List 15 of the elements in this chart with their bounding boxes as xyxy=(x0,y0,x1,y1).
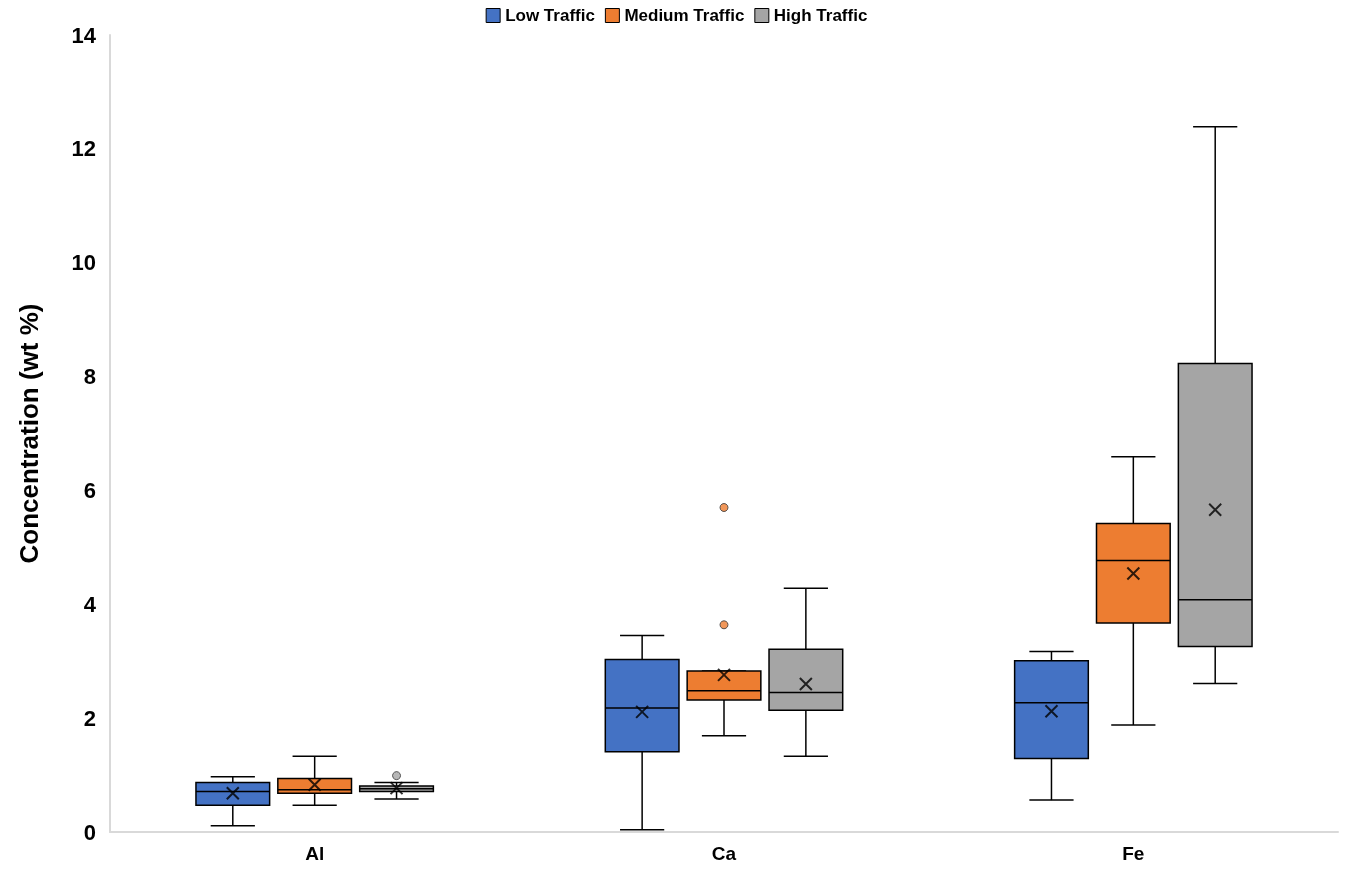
y-tick-label: 2 xyxy=(83,705,96,731)
y-tick-label: 12 xyxy=(71,136,96,162)
legend-label: Low Traffic xyxy=(505,6,595,25)
y-axis-title: Concentration (wt %) xyxy=(14,303,44,564)
y-tick-label: 6 xyxy=(83,477,96,503)
y-tick-label: 8 xyxy=(83,364,96,390)
x-tick-label: Al xyxy=(305,843,325,864)
y-tick-label: 0 xyxy=(83,819,96,845)
legend-label: Medium Traffic xyxy=(624,6,745,25)
x-tick-label: Fe xyxy=(1122,843,1145,864)
y-tick-label: 10 xyxy=(71,250,96,276)
y-tick-label: 14 xyxy=(71,22,97,48)
legend-label: High Traffic xyxy=(773,6,868,25)
y-tick-label: 4 xyxy=(83,591,97,617)
x-tick-label: Ca xyxy=(711,843,737,864)
